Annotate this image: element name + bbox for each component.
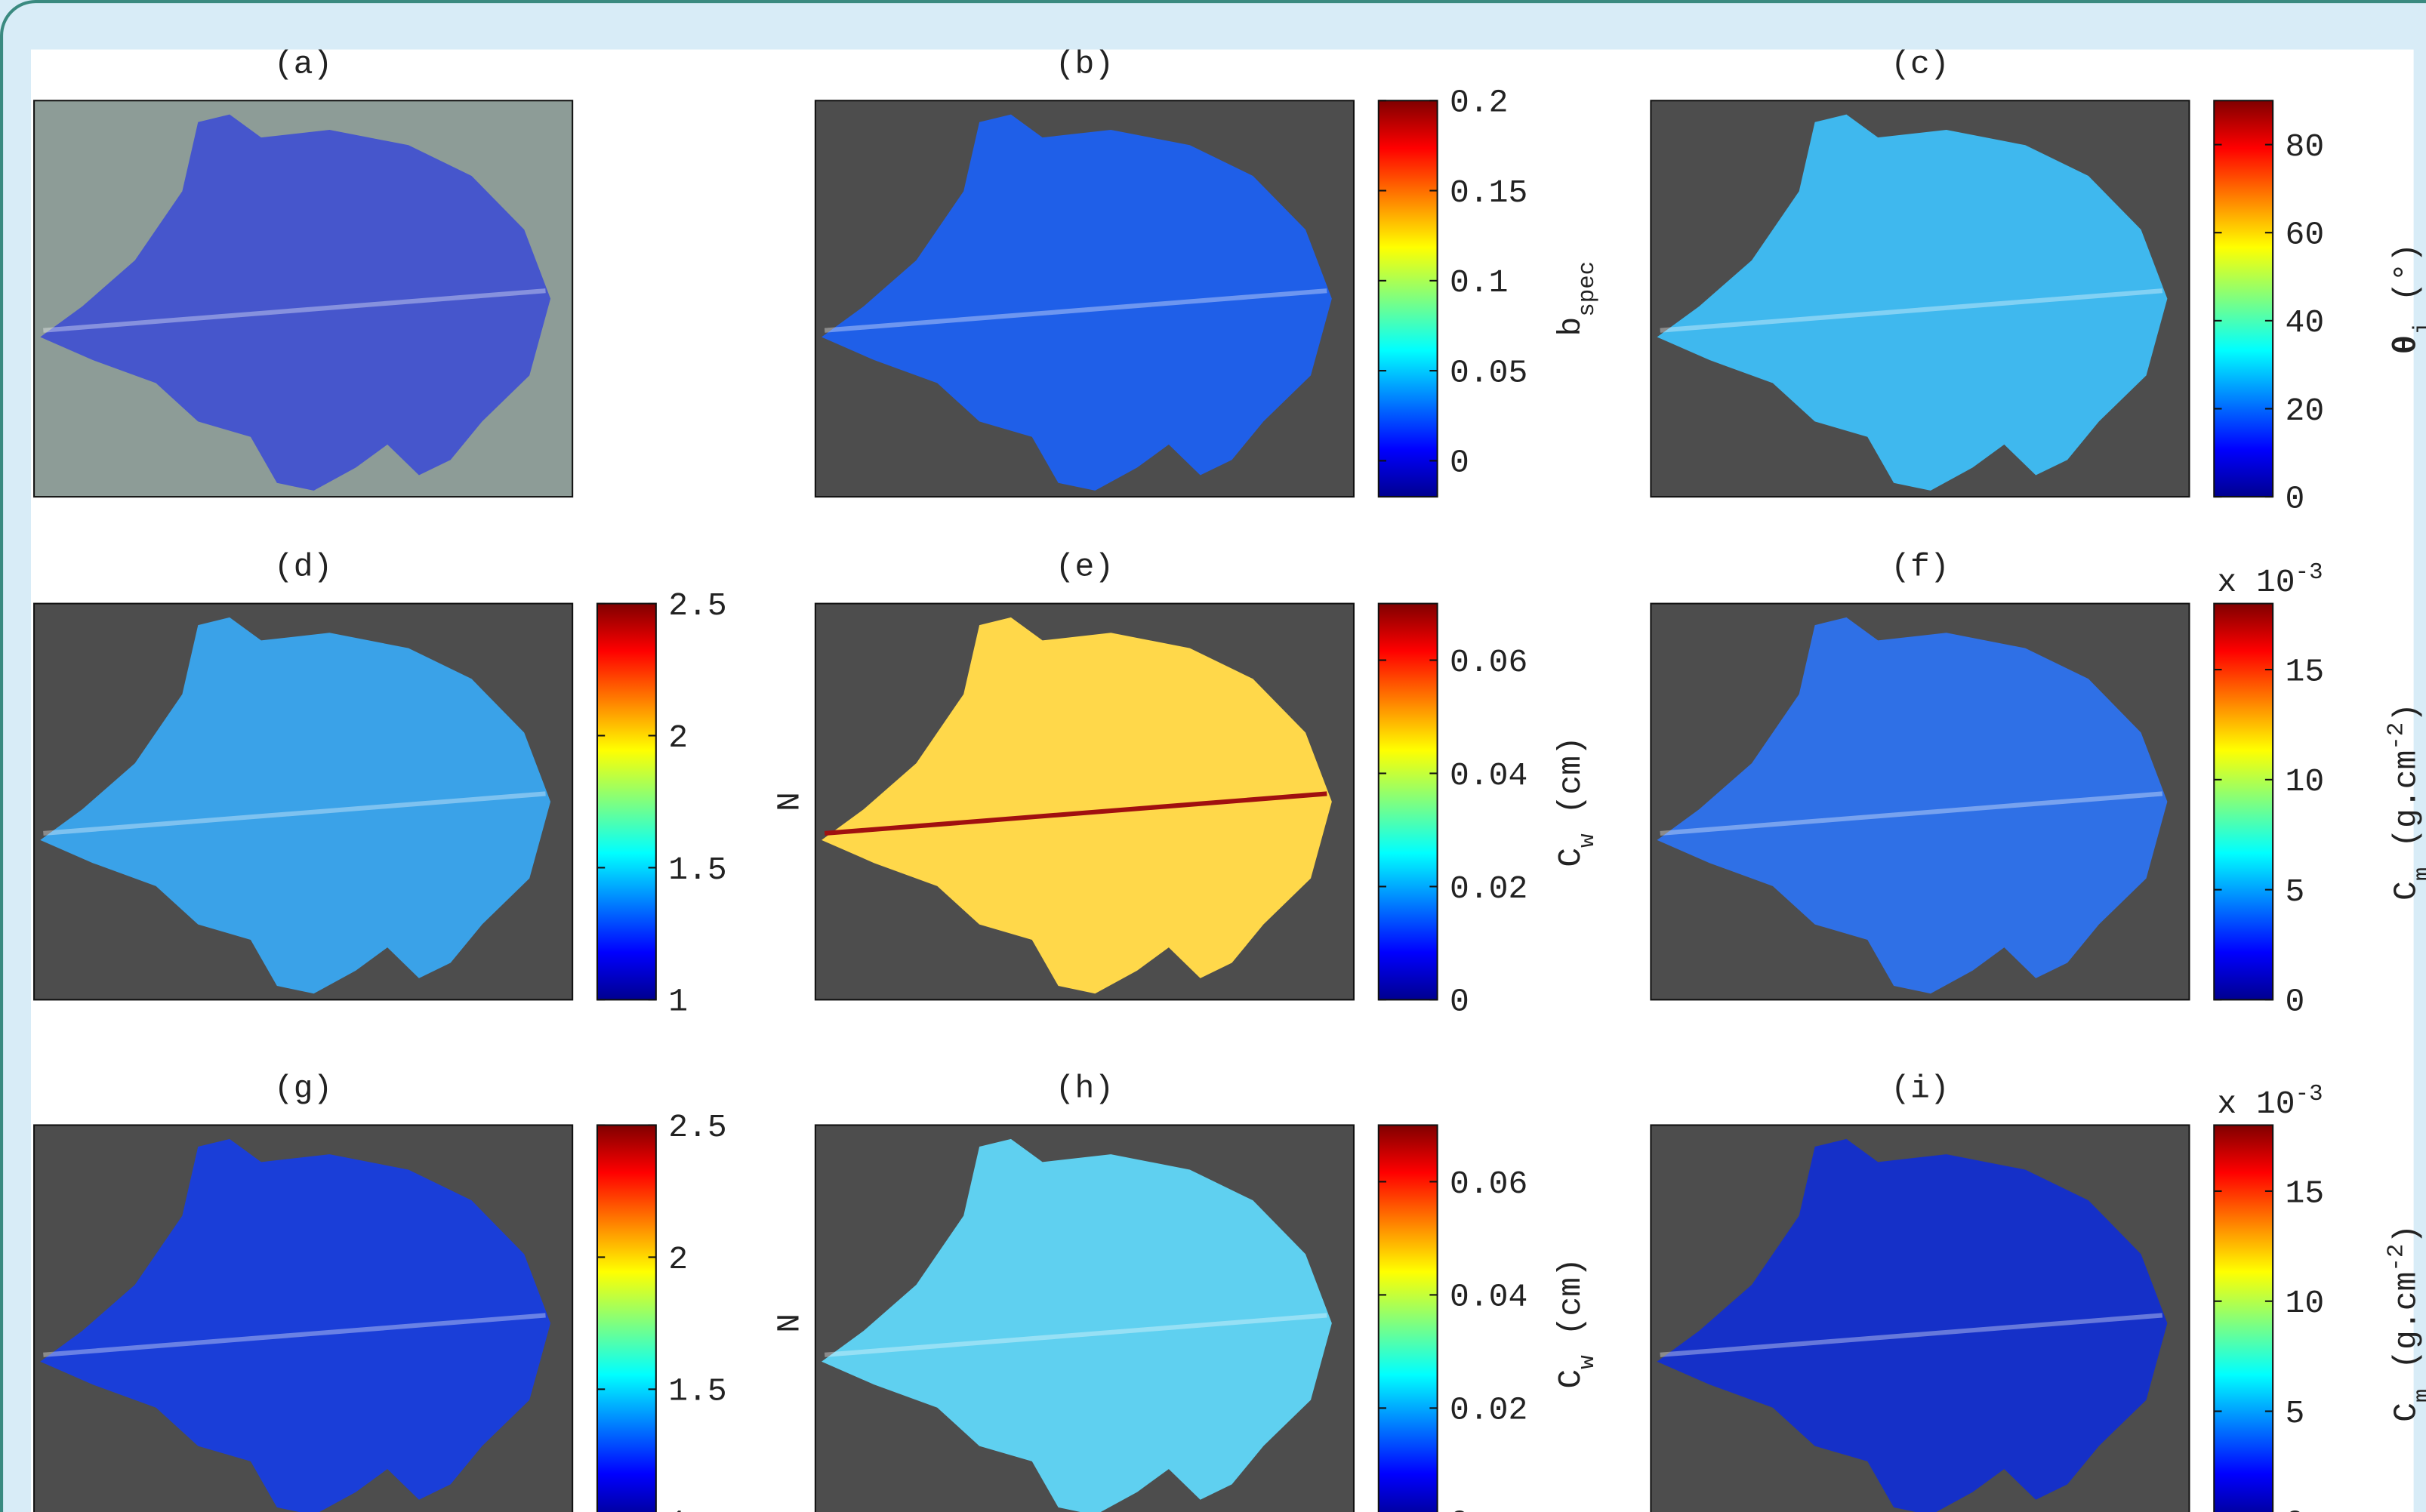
panel-title: (e) xyxy=(1056,549,1114,586)
colorbar-tick-label: 40 xyxy=(2286,304,2325,341)
label-part: (°) xyxy=(2388,243,2425,321)
colorbar-tick-label: 0.04 xyxy=(1450,1279,1527,1316)
colorbar-tick-label: 0 xyxy=(2286,480,2305,517)
colorbar xyxy=(2214,100,2273,497)
colorbar-tick-label: 0.06 xyxy=(1450,644,1527,681)
panel-title: (h) xyxy=(1056,1070,1114,1107)
colorbar-tick-label: 0.04 xyxy=(1450,757,1527,794)
label-part: -2 xyxy=(2383,722,2409,750)
colorbar-tick-label: 0.2 xyxy=(1450,85,1508,122)
label-part: (g.cm xyxy=(2388,750,2425,867)
label-part: w xyxy=(1574,833,1601,848)
label-part: ) xyxy=(2388,1224,2425,1244)
label-part: b xyxy=(1552,317,1589,337)
label-part: θ xyxy=(2388,335,2425,355)
label-part: N xyxy=(771,1313,808,1333)
colorbar-tick-label: 2 xyxy=(668,719,688,756)
label-part: w xyxy=(1574,1355,1601,1369)
colorbar-tick-label: 0 xyxy=(1450,984,1469,1021)
colorbar xyxy=(1379,100,1438,497)
colorbar xyxy=(2214,1125,2273,1512)
colorbar-tick-label: 0.05 xyxy=(1450,354,1527,391)
label-part: ) xyxy=(2388,703,2425,722)
colorbar-tick-label: 15 xyxy=(2286,653,2325,690)
label-part: m xyxy=(2409,1389,2426,1403)
colorbar-tick-label: 2.5 xyxy=(668,587,726,624)
colorbar-tick-label: 5 xyxy=(2286,873,2305,910)
label-part: (cm) xyxy=(1552,1258,1589,1355)
colorbar-label: θi (°) xyxy=(2388,243,2426,355)
colorbar-tick-label: 1 xyxy=(668,1505,688,1512)
colorbar-tick-label: 0.1 xyxy=(1450,264,1508,301)
colorbar-tick-label: 10 xyxy=(2286,1285,2325,1322)
colorbar-tick-label: 1.5 xyxy=(668,851,726,888)
colorbar-tick-label: 0.02 xyxy=(1450,1392,1527,1429)
label-part: C xyxy=(1552,848,1589,867)
colorbar xyxy=(597,1125,656,1512)
label-part: -2 xyxy=(2383,1244,2409,1272)
panel-title: (c) xyxy=(1891,45,1949,82)
colorbar-tick-label: 80 xyxy=(2286,128,2325,165)
colorbar-tick-label: 0 xyxy=(1450,445,1469,482)
label-part: (cm) xyxy=(1552,736,1589,833)
colorbar-tick-label: 5 xyxy=(2286,1395,2305,1432)
colorbar-tick-label: 0.02 xyxy=(1450,870,1527,907)
label-part: -3 xyxy=(2295,559,2323,586)
colorbar-tick-label: 60 xyxy=(2286,217,2325,254)
colorbar-tick-label: 10 xyxy=(2286,763,2325,800)
colorbar-tick-label: 1 xyxy=(668,984,688,1021)
panels: (a)(b)00.050.10.150.2bspec(c)020406080θi… xyxy=(34,45,2426,1512)
figure: (a)(b)00.050.10.150.2bspec(c)020406080θi… xyxy=(0,0,2426,1512)
label-part: m xyxy=(2409,867,2426,881)
label-part: x 10 xyxy=(2217,1085,2295,1122)
colorbar-tick-label: 0 xyxy=(1450,1505,1469,1512)
label-part: N xyxy=(771,792,808,811)
colorbar xyxy=(2214,604,2273,1000)
label-part: (g.cm xyxy=(2388,1272,2425,1389)
colorbar-tick-label: 0 xyxy=(2286,984,2305,1021)
colorbar xyxy=(597,604,656,1000)
panel-title: (i) xyxy=(1891,1070,1949,1107)
panel-title: (g) xyxy=(274,1070,332,1107)
colorbar-tick-label: 15 xyxy=(2286,1175,2325,1212)
label-part: x 10 xyxy=(2217,564,2295,601)
colorbar-label: N xyxy=(771,792,808,811)
colorbar xyxy=(1379,604,1438,1000)
colorbar-tick-label: 0.06 xyxy=(1450,1166,1527,1203)
colorbar-tick-label: 2 xyxy=(668,1241,688,1278)
panel-title: (d) xyxy=(274,549,332,586)
colorbar-tick-label: 20 xyxy=(2286,393,2325,430)
panel-title: (f) xyxy=(1891,549,1949,586)
label-part: C xyxy=(2388,1403,2425,1422)
colorbar-tick-label: 1.5 xyxy=(668,1373,726,1410)
label-part: i xyxy=(2409,321,2426,334)
label-part: C xyxy=(1552,1369,1589,1389)
colorbar-label: N xyxy=(771,1313,808,1333)
colorbar xyxy=(1379,1125,1438,1512)
colorbar-tick-label: 0 xyxy=(2286,1505,2305,1512)
colorbar-tick-label: 0.15 xyxy=(1450,174,1527,211)
panel-title: (b) xyxy=(1056,45,1114,82)
label-part: C xyxy=(2388,881,2425,901)
panel-title: (a) xyxy=(274,45,332,82)
label-part: spec xyxy=(1574,261,1601,317)
label-part: -3 xyxy=(2295,1081,2323,1107)
colorbar-tick-label: 2.5 xyxy=(668,1109,726,1146)
